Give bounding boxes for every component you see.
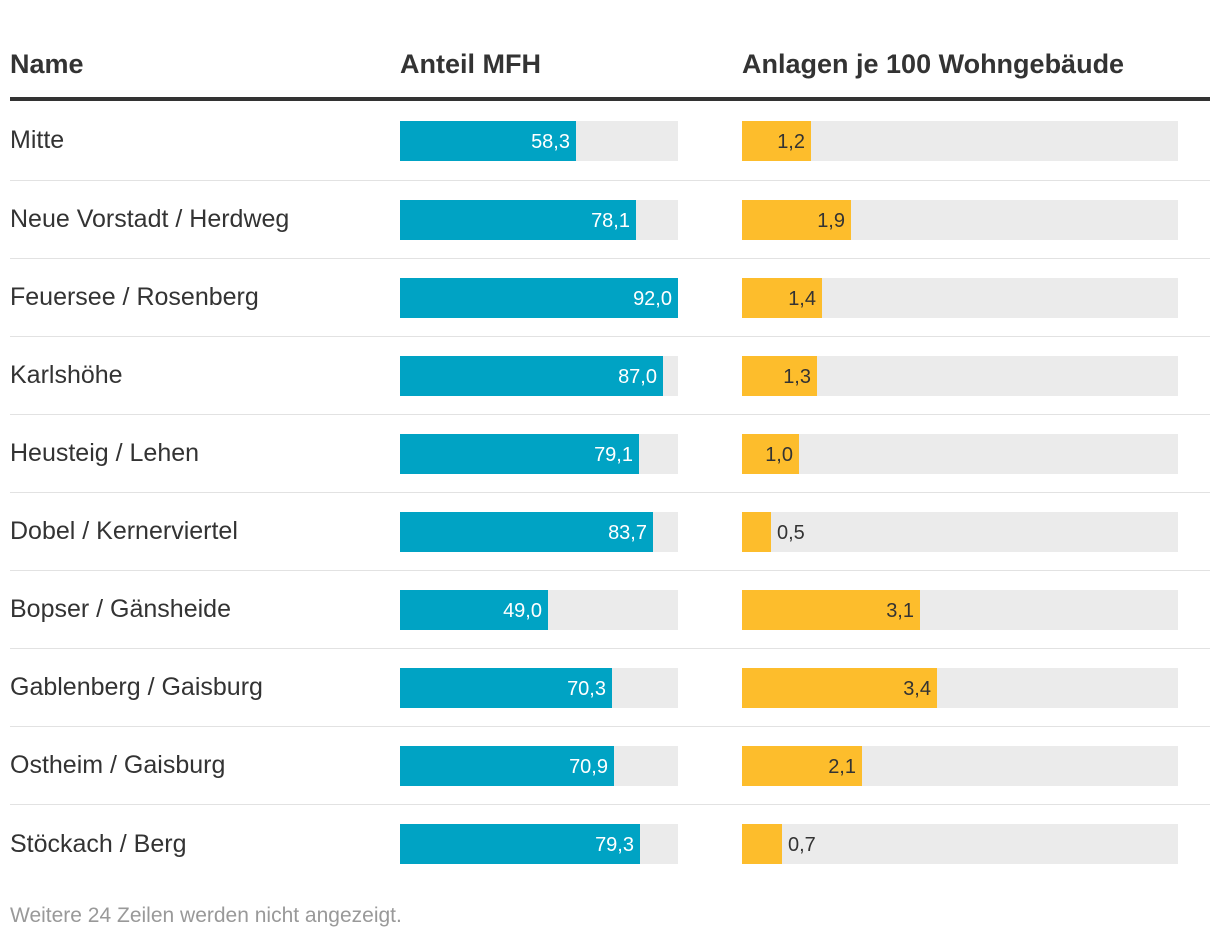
anlagen-bar bbox=[742, 199, 851, 240]
table-row: Neue Vorstadt / Herdweg 78,1 1,9 bbox=[10, 181, 1210, 259]
anlagen-bar-track: 1,9 bbox=[742, 199, 1178, 240]
anlagen-bar-track: 1,0 bbox=[742, 433, 1178, 474]
table-body: Mitte 58,3 1,2 Neue Vorstadt / Herdweg 78,1 1… bbox=[10, 101, 1210, 883]
row-name: Ostheim / Gaisburg bbox=[10, 751, 226, 779]
anlagen-bar bbox=[742, 277, 822, 318]
row-name: Feuersee / Rosenberg bbox=[10, 283, 259, 311]
column-header-anteil-mfh[interactable]: Anteil MFH bbox=[400, 49, 541, 79]
mfh-value-label: 70,9 bbox=[569, 755, 608, 778]
row-name: Karlshöhe bbox=[10, 361, 123, 389]
mfh-bar bbox=[400, 433, 639, 474]
table-row: Mitte 58,3 1,2 bbox=[10, 101, 1210, 181]
table-row: Dobel / Kernerviertel 83,7 0,5 bbox=[10, 493, 1210, 571]
mfh-bar bbox=[400, 745, 614, 786]
table-row: Heusteig / Lehen 79,1 1,0 bbox=[10, 415, 1210, 493]
anlagen-bar bbox=[742, 667, 937, 708]
anlagen-bar bbox=[742, 824, 782, 864]
anlagen-value-label: 0,7 bbox=[788, 834, 816, 856]
table-row: Feuersee / Rosenberg 92,0 1,4 bbox=[10, 259, 1210, 337]
mfh-bar-track: 79,1 bbox=[400, 433, 678, 474]
mfh-value-label: 87,0 bbox=[618, 365, 657, 388]
mfh-bar-track: 49,0 bbox=[400, 589, 678, 630]
table-row: Gablenberg / Gaisburg 70,3 3,4 bbox=[10, 649, 1210, 727]
mfh-bar-track: 92,0 bbox=[400, 277, 678, 318]
anlagen-bar-track: 0,7 bbox=[742, 824, 1178, 864]
row-name: Bopser / Gänsheide bbox=[10, 595, 231, 623]
table-row: Ostheim / Gaisburg 70,9 2,1 bbox=[10, 727, 1210, 805]
mfh-bar-track: 87,0 bbox=[400, 355, 678, 396]
anlagen-value-label: 1,0 bbox=[765, 443, 793, 466]
anlagen-bar bbox=[742, 745, 862, 786]
anlagen-value-label: 1,2 bbox=[777, 130, 805, 153]
mfh-bar bbox=[400, 824, 640, 864]
row-name: Dobel / Kernerviertel bbox=[10, 517, 238, 545]
mfh-bar bbox=[400, 355, 663, 396]
table-row: Bopser / Gänsheide 49,0 3,1 bbox=[10, 571, 1210, 649]
mfh-bar bbox=[400, 667, 612, 708]
mfh-bar-track: 70,3 bbox=[400, 667, 678, 708]
anlagen-bar-track: 1,4 bbox=[742, 277, 1178, 318]
anlagen-bar-track: 3,4 bbox=[742, 667, 1178, 708]
mfh-bar-track: 58,3 bbox=[400, 120, 678, 161]
mfh-value-label: 83,7 bbox=[608, 521, 647, 544]
anlagen-bar-track: 3,1 bbox=[742, 589, 1178, 630]
table-row: Stöckach / Berg 79,3 0,7 bbox=[10, 805, 1210, 883]
anlagen-value-label: 1,9 bbox=[817, 209, 845, 232]
table-row: Karlshöhe 87,0 1,3 bbox=[10, 337, 1210, 415]
anlagen-bar bbox=[742, 433, 799, 474]
mfh-value-label: 79,3 bbox=[595, 834, 634, 856]
anlagen-value-label: 3,1 bbox=[886, 599, 914, 622]
mfh-bar bbox=[400, 120, 576, 161]
mfh-value-label: 70,3 bbox=[567, 677, 606, 700]
mfh-bar-track: 79,3 bbox=[400, 824, 678, 864]
row-name: Neue Vorstadt / Herdweg bbox=[10, 205, 290, 233]
mfh-bar bbox=[400, 511, 653, 552]
mfh-bar bbox=[400, 589, 548, 630]
mfh-value-label: 58,3 bbox=[531, 130, 570, 153]
mfh-value-label: 92,0 bbox=[633, 287, 672, 310]
mfh-bar-track: 83,7 bbox=[400, 511, 678, 552]
anlagen-bar bbox=[742, 120, 811, 161]
anlagen-value-label: 1,4 bbox=[788, 287, 816, 310]
mfh-value-label: 78,1 bbox=[591, 209, 630, 232]
mfh-value-label: 79,1 bbox=[594, 443, 633, 466]
mfh-bar-track: 78,1 bbox=[400, 199, 678, 240]
column-header-anlagen[interactable]: Anlagen je 100 Wohngebäude bbox=[742, 49, 1125, 79]
row-name: Stöckach / Berg bbox=[10, 829, 187, 858]
anlagen-value-label: 2,1 bbox=[828, 755, 856, 778]
row-name: Mitte bbox=[10, 126, 65, 154]
mfh-bar-track: 70,9 bbox=[400, 745, 678, 786]
anlagen-bar-track: 1,3 bbox=[742, 355, 1178, 396]
anlagen-bar-track: 0,5 bbox=[742, 511, 1178, 552]
anlagen-bar bbox=[742, 355, 817, 396]
data-table: Name Anteil MFH Anlagen je 100 Wohngebäu… bbox=[10, 0, 1210, 883]
row-name: Gablenberg / Gaisburg bbox=[10, 673, 263, 701]
anlagen-bar bbox=[742, 589, 920, 630]
footer-note: Weitere 24 Zeilen werden nicht angezeigt… bbox=[10, 904, 402, 927]
mfh-value-label: 49,0 bbox=[503, 599, 542, 622]
mfh-bar bbox=[400, 199, 636, 240]
table-header: Name Anteil MFH Anlagen je 100 Wohngebäu… bbox=[10, 0, 1210, 101]
anlagen-bar-track: 1,2 bbox=[742, 120, 1178, 161]
anlagen-bar bbox=[742, 511, 771, 552]
column-header-name[interactable]: Name bbox=[10, 49, 84, 79]
anlagen-bar-track: 2,1 bbox=[742, 745, 1178, 786]
anlagen-value-label: 1,3 bbox=[783, 365, 811, 388]
row-name: Heusteig / Lehen bbox=[10, 439, 200, 467]
anlagen-value-label: 0,5 bbox=[777, 521, 805, 544]
mfh-bar bbox=[400, 277, 678, 318]
anlagen-value-label: 3,4 bbox=[903, 677, 931, 700]
